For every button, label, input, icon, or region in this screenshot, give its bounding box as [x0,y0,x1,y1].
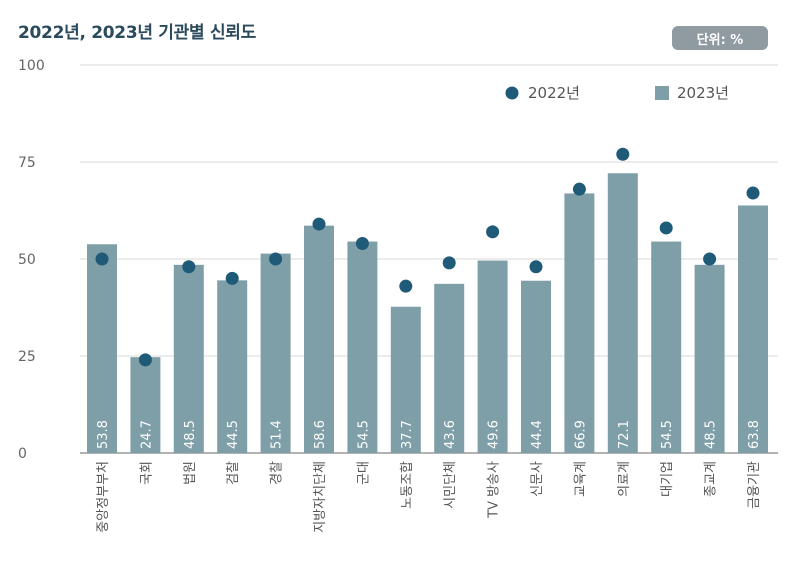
bar-value-label: 24.7 [139,420,154,449]
x-tick-label: TV 방송사 [487,461,502,519]
bar [651,241,682,453]
bar-value-label: 49.6 [487,420,502,449]
bar-value-label: 58.6 [313,420,328,449]
dots [95,147,760,367]
bars: 53.8 24.7 48.5 44.5 51.4 58.6 54.5 37.7 43.6 49.6… [87,173,768,454]
dot-marker [225,271,239,285]
dot-marker [269,252,283,266]
bar [304,225,334,453]
bar [521,280,551,453]
x-tick-label: 교육계 [573,461,588,497]
bar [434,283,465,453]
dot-marker [572,182,586,196]
bar [564,193,595,454]
bar [477,260,508,453]
y-tick-label: 0 [18,446,27,462]
bar-value-label: 54.5 [660,420,675,449]
bar [694,264,725,453]
dot-marker [659,221,673,235]
bar [173,264,204,453]
dot-marker [529,260,543,274]
bar [217,280,248,453]
x-tick-label: 법원 [183,461,198,485]
dot-marker [312,217,326,231]
bar [130,357,161,453]
dot-marker [95,252,109,266]
bar [347,241,378,453]
x-tick-label: 금융기관 [747,461,762,509]
legend: 2022년 2023년 [505,84,729,102]
dot-marker [182,260,196,274]
x-tick-label: 의료계 [617,461,632,497]
legend-bar-swatch [655,86,669,100]
unit-badge: 단위: % [672,26,768,50]
x-tick-label: 지방자치단체 [313,461,328,533]
legend-label-2022: 2022년 [528,84,580,102]
dot-marker [442,256,456,270]
bar [390,306,421,453]
legend-label-2023: 2023년 [677,84,729,102]
dot-marker [746,186,760,200]
y-tick-label: 50 [18,252,36,268]
chart-title: 2022년, 2023년 기관별 신뢰도 [18,23,256,43]
y-tick-label: 75 [18,155,36,171]
bar [260,253,291,453]
bar-value-label: 48.5 [704,420,719,449]
x-tick-label: 신문사 [530,461,545,497]
x-tick-label: 대기업 [660,461,675,497]
dot-marker [399,279,413,293]
dot-marker [486,225,500,239]
dot-marker [138,353,152,367]
bar [738,205,768,453]
x-tick-label: 경찰 [270,461,285,485]
dot-marker [703,252,717,266]
bar-value-label: 63.8 [747,420,762,449]
legend-dot-marker [505,86,519,100]
bar [607,173,638,453]
bar-value-label: 43.6 [443,420,458,449]
bar-value-label: 44.5 [226,420,241,449]
bar-value-label: 37.7 [400,420,415,449]
x-tick-label: 군대 [356,461,371,485]
dot-marker [355,236,369,250]
x-tick-label: 중앙정부부처 [96,461,111,533]
bar-value-label: 54.5 [356,420,371,449]
dot-marker [616,147,630,161]
x-tick-label: 국회 [139,461,154,485]
y-tick-labels: 0 25 50 75 100 [18,58,45,462]
bar-value-label: 51.4 [270,420,285,449]
x-tick-label: 검찰 [226,461,241,485]
x-tick-label: 시민단체 [443,461,458,509]
x-tick-label: 노동조합 [400,461,415,509]
y-tick-label: 100 [18,58,45,74]
bar [87,244,117,453]
bar-value-label: 48.5 [183,420,198,449]
x-tick-label: 종교계 [704,461,719,497]
y-tick-label: 25 [18,349,36,365]
x-tick-labels: 중앙정부부처 국회 법원 검찰 경찰 지방자치단체 군대 노동조합 시민단체 TV 방송사 신문사 교… [96,461,762,533]
bar-value-label: 44.4 [530,420,545,449]
bar-value-label: 72.1 [617,420,632,449]
bar-value-label: 53.8 [96,420,111,449]
bar-value-label: 66.9 [573,420,588,449]
